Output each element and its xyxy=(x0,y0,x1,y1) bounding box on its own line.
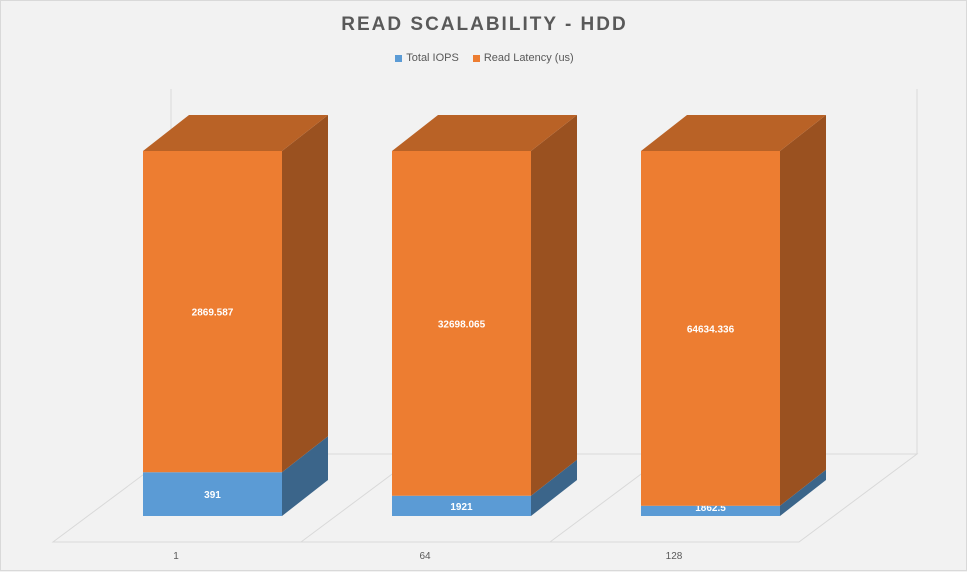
iops-bar-1-side xyxy=(282,436,328,516)
latency-bar-64-front xyxy=(392,151,531,496)
iops-bar-64-side xyxy=(531,459,577,516)
latency-data-label-1: 2869.587 xyxy=(192,308,234,319)
latency-bar-128-front xyxy=(641,151,780,506)
latency-bar-64-side xyxy=(531,115,577,496)
legend-item-read-latency: Read Latency (us) xyxy=(472,52,574,64)
latency-bar-1-front xyxy=(143,151,282,473)
legend-item-total-iops: Total IOPS xyxy=(395,52,459,64)
legend-swatch-read-latency xyxy=(472,54,480,62)
iops-data-label-128: 1862.5 xyxy=(695,503,726,514)
chart-title: READ SCALABILITY - HDD xyxy=(341,14,628,35)
iops-bar-1-front xyxy=(143,472,282,516)
iops-data-label-64: 1921 xyxy=(450,502,473,513)
iops-bar-64-front xyxy=(392,495,531,516)
x-tick-label-1: 1 xyxy=(173,551,179,562)
latency-bar-1-top xyxy=(143,115,328,151)
iops-bar-128-front xyxy=(641,505,780,516)
x-tick-label-64: 64 xyxy=(419,551,431,562)
legend-label-read-latency: Read Latency (us) xyxy=(483,52,574,64)
latency-bar-64-top xyxy=(392,115,577,151)
iops-data-label-1: 391 xyxy=(204,490,221,501)
latency-data-label-64: 32698.065 xyxy=(438,319,486,330)
latency-bar-128-top xyxy=(641,115,826,151)
latency-bar-1-side xyxy=(282,115,328,473)
iops-bar-128-side xyxy=(780,469,826,516)
x-tick-label-128: 128 xyxy=(666,551,683,562)
latency-data-label-128: 64634.336 xyxy=(687,324,735,335)
legend-swatch-total-iops xyxy=(395,54,403,62)
legend: Total IOPS Read Latency (us) xyxy=(1,52,967,64)
latency-bar-128-side xyxy=(780,115,826,506)
legend-label-total-iops: Total IOPS xyxy=(406,52,459,64)
